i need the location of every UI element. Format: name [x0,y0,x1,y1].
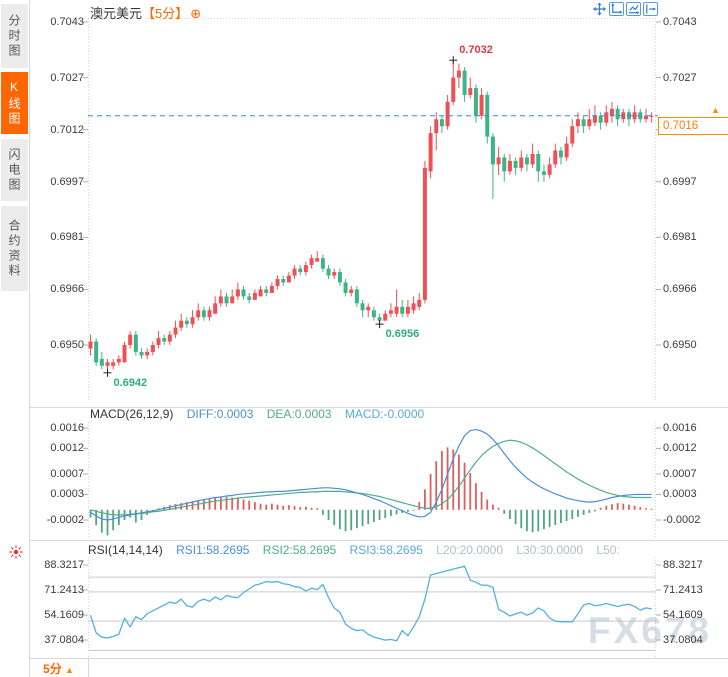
axis-label: 37.0804 [44,634,84,646]
axis-label: 0.6981 [663,231,697,244]
low-price-annotation: 0.6942 [113,376,148,389]
axis-label: 88.3217 [663,559,703,571]
macd-value: MACD:-0.0000 [344,407,425,421]
macd-lines [90,428,652,521]
axis-label: 0.6981 [50,231,84,244]
axis-label: 0.7027 [663,71,697,84]
axis-label: 0.0012 [50,442,84,455]
bottom-period-label: 5分 [43,662,62,676]
price-up-triangle-icon: ▲ [711,104,720,115]
scale-x-axis-icon[interactable] [609,2,624,16]
axis-label: 71.2413 [663,583,703,596]
extreme-markers [103,56,458,377]
axis-label: 0.0003 [663,488,697,501]
axis-label: 54.1609 [44,608,84,621]
rsi2-value: RSI2:58.2695 [262,543,337,557]
sidebar-tab-2[interactable]: K线图 [1,72,28,134]
chart-toolbar [592,2,658,16]
axis-label: 54.1609 [663,608,703,621]
watermark: FX678 [588,610,713,651]
axis-label: 0.6966 [50,283,84,296]
panel-divider-main-macd [30,407,728,408]
axis-label: 0.0012 [663,442,697,455]
low-price-annotation: 0.6956 [385,328,420,341]
macd-histogram [89,447,653,536]
axis-label: -0.0002 [46,514,84,526]
axis-label: 0.0007 [663,468,697,480]
rsi-params-label: RSI(14,14,14) [88,543,163,557]
panel-divider-macd-rsi [30,540,728,541]
axis-label: 0.6950 [50,339,84,351]
rsi-level-lines [88,576,656,651]
pan-icon[interactable] [592,2,607,16]
axis-label: 71.2413 [44,583,84,596]
axis-label: 0.6997 [663,175,697,188]
pan-right-icon[interactable] [643,2,658,16]
macd-diff-value: DIFF:0.0003 [186,407,254,421]
axis-label: 0.7043 [50,16,84,28]
sidebar-divider [29,0,30,677]
axis-label: 0.0016 [50,422,84,434]
period-badge[interactable]: 【5分】 [142,6,189,21]
axis-label: 0.0003 [50,488,84,501]
high-price-annotation: 0.7032 [459,44,493,57]
scale-y-axis-icon[interactable] [626,2,641,16]
rsi-l30-label: L30:30.0000 [516,543,584,557]
rsi3-value: RSI3:58.2695 [349,543,423,557]
rsi-l20-label: L20:20.0000 [436,543,503,557]
axis-label: 37.0804 [663,634,703,646]
bottom-period-selector[interactable]: 5分 ▲ [30,660,87,677]
candlestick-series [88,60,654,373]
sidebar-tab-3[interactable]: 闪电图 [1,139,28,201]
rsi-line [89,565,652,642]
axis-label: 0.6997 [50,175,84,188]
axis-label: 0.0016 [663,422,697,434]
bottom-bar-divider [30,658,728,659]
axis-label: 0.7027 [50,71,84,84]
axis-label: -0.0002 [663,514,701,526]
axis-label: 88.3217 [44,559,84,571]
current-price-value: 0.7016 [663,120,699,133]
axis-label: 0.6950 [663,339,697,351]
axis-label: 0.6966 [663,283,697,296]
indicator-settings-icon[interactable] [9,545,23,564]
axis-label: 0.0007 [50,468,84,480]
sidebar-tab-4[interactable]: 合约资料 [1,206,28,291]
axis-label: 0.7012 [50,123,84,136]
macd-dea-value: DEA:0.0003 [266,407,332,421]
macd-legend: MACD(26,12,9) DIFF:0.0003 DEA:0.0003 MAC… [90,407,434,421]
axis-label: 0.7043 [663,16,697,28]
bottom-bar-vertical-divider [88,659,89,677]
rsi-l50-label: L50: [596,543,620,557]
add-indicator-icon[interactable]: ⊕ [190,6,202,21]
rsi1-value: RSI1:58.2695 [176,543,250,557]
rsi-legend: RSI(14,14,14) RSI1:58.2695 RSI2:58.2695 … [88,543,630,557]
plot-frame [88,18,656,657]
instrument-name: 澳元美元 [90,6,143,21]
macd-params-label: MACD(26,12,9) [90,407,174,421]
sidebar-tab-1[interactable]: 分时图 [1,4,28,68]
axis-ticks [83,21,661,641]
current-price-tag: 0.7016 [658,117,728,136]
instrument-title: 澳元美元【5分】 ⊕ [90,3,201,22]
period-up-arrow-icon: ▲ [65,665,74,675]
